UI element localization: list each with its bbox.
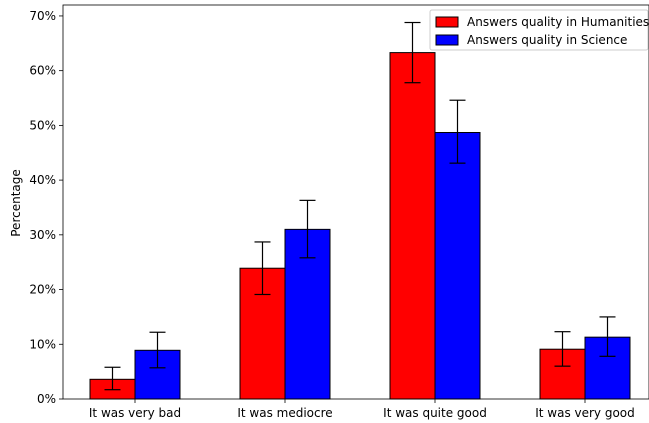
legend-swatch — [435, 16, 459, 28]
legend-box — [429, 9, 649, 51]
x-tick-label: It was mediocre — [237, 406, 332, 420]
y-tick-label: 30% — [29, 228, 56, 242]
y-axis: 0% 10% 20% 30% 40% 50% 60% 70% — [29, 9, 63, 406]
x-tick-label: It was very good — [535, 406, 635, 420]
bar-humanities — [389, 52, 436, 400]
x-axis: It was very bad It was mediocre It was qui… — [89, 399, 635, 420]
error-bar — [599, 316, 616, 357]
x-tick-label: It was quite good — [383, 406, 487, 420]
error-bar — [149, 331, 166, 369]
error-bar — [104, 366, 121, 391]
legend-label: Answers quality in Science — [467, 33, 627, 47]
error-bar — [554, 331, 571, 367]
error-bar — [449, 99, 466, 164]
bar-science — [434, 132, 481, 400]
y-tick-label: 50% — [29, 118, 56, 132]
y-tick-label: 0% — [37, 392, 56, 406]
error-bars-layer — [104, 21, 616, 391]
y-axis-label: Percentage — [9, 169, 23, 237]
error-bar — [254, 241, 271, 296]
y-tick-label: 70% — [29, 9, 56, 23]
bars-layer — [89, 52, 631, 400]
y-tick-label: 20% — [29, 283, 56, 297]
legend-label: Answers quality in Humanities — [467, 15, 649, 29]
error-bar — [299, 199, 316, 259]
x-tick-label: It was very bad — [89, 406, 181, 420]
y-tick-label: 10% — [29, 337, 56, 351]
legend-swatch — [435, 34, 459, 46]
y-tick-label: 60% — [29, 64, 56, 78]
y-tick-label: 40% — [29, 173, 56, 187]
error-bar — [404, 21, 421, 84]
legend: Answers quality in Humanities Answers qua… — [429, 9, 649, 51]
plot-frame — [62, 4, 649, 400]
